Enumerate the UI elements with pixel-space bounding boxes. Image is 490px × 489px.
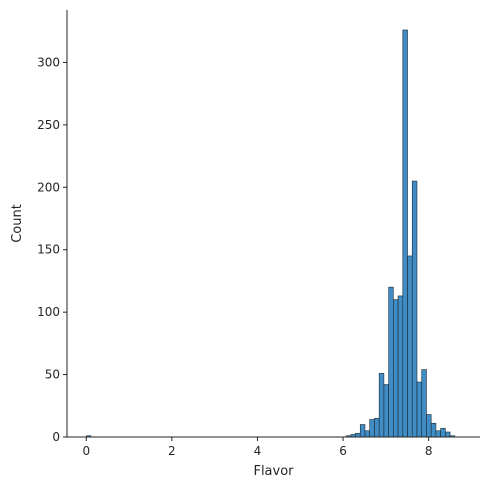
y-tick-label: 0: [52, 430, 60, 444]
histogram-bar: [440, 427, 446, 438]
histogram-bar: [407, 255, 413, 438]
y-ticks: 0 50 100 150 200 250 300: [37, 55, 67, 444]
histogram-bar: [374, 417, 380, 438]
histogram-bar: [388, 286, 394, 438]
histogram-bar: [421, 369, 427, 438]
y-tick-label: 200: [37, 180, 60, 194]
x-tick-label: 4: [254, 444, 262, 458]
x-tick-label: 6: [339, 444, 347, 458]
histogram-bar: [411, 180, 418, 438]
histogram-bar: [430, 422, 437, 438]
histogram-bar: [378, 373, 385, 438]
y-tick-label: 250: [37, 118, 60, 132]
histogram-bars: [85, 29, 456, 438]
y-tick-label: 150: [37, 243, 60, 257]
y-axis-label: Count: [10, 204, 25, 243]
x-ticks: 0 2 4 6 8: [82, 437, 432, 458]
histogram-bar: [393, 299, 399, 438]
histogram-bar: [359, 424, 366, 438]
histogram-bar: [416, 381, 423, 438]
x-tick-label: 0: [82, 444, 90, 458]
histogram-bar: [364, 430, 371, 438]
histogram-bar: [426, 414, 432, 438]
histogram-bar: [383, 384, 389, 438]
histogram-bar: [402, 29, 408, 438]
histogram-bar: [445, 431, 451, 438]
y-tick-label: 300: [37, 55, 60, 69]
x-axis-label: Flavor: [253, 464, 294, 479]
y-tick-label: 100: [37, 305, 60, 319]
histogram-bar: [369, 419, 375, 438]
x-tick-label: 8: [425, 444, 433, 458]
histogram-bar: [355, 432, 361, 438]
x-tick-label: 2: [168, 444, 176, 458]
y-tick-label: 50: [45, 368, 60, 382]
histogram-bar: [435, 430, 441, 438]
histogram-bar: [397, 295, 404, 438]
